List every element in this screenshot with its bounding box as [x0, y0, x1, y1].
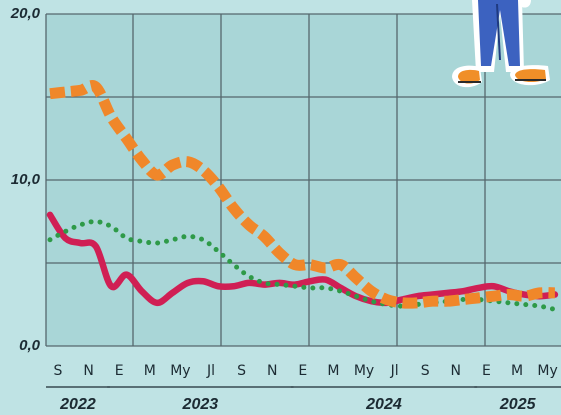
- x-tick-label: M: [327, 363, 339, 379]
- y-axis: 0,0 10,0 20,0: [10, 5, 41, 354]
- character-illustration: [452, 0, 550, 88]
- series-line-dashed: [49, 80, 555, 309]
- x-tick-label: Jl: [206, 363, 215, 379]
- year-axis: 2022 2023 2024 2025: [46, 386, 561, 413]
- y-tick-label: 10,0: [11, 171, 41, 188]
- x-tick-label: My: [354, 363, 374, 379]
- x-axis: S N E M My Jl S N E M My Jl S N E M My: [54, 363, 558, 379]
- x-tick-label: S: [421, 363, 430, 379]
- x-tick-label: N: [451, 363, 461, 379]
- year-label: 2022: [59, 396, 96, 413]
- x-tick-label: E: [298, 363, 307, 379]
- series-layer: [46, 80, 559, 312]
- x-tick-label: S: [237, 363, 246, 379]
- series-line-solid: [46, 211, 559, 307]
- x-tick-label: E: [482, 363, 491, 379]
- y-tick-label: 20,0: [10, 5, 41, 22]
- x-tick-label: My: [537, 363, 557, 379]
- x-tick-label: M: [144, 363, 156, 379]
- x-tick-label: E: [115, 363, 124, 379]
- year-label: 2025: [499, 396, 537, 413]
- year-label: 2023: [182, 396, 219, 413]
- x-tick-label: My: [170, 363, 190, 379]
- x-tick-label: Jl: [390, 363, 399, 379]
- x-tick-label: M: [511, 363, 523, 379]
- x-tick-label: N: [83, 363, 93, 379]
- x-tick-label: S: [54, 363, 63, 379]
- x-tick-label: N: [267, 363, 277, 379]
- y-tick-label: 0,0: [19, 337, 41, 354]
- year-label: 2024: [365, 396, 402, 413]
